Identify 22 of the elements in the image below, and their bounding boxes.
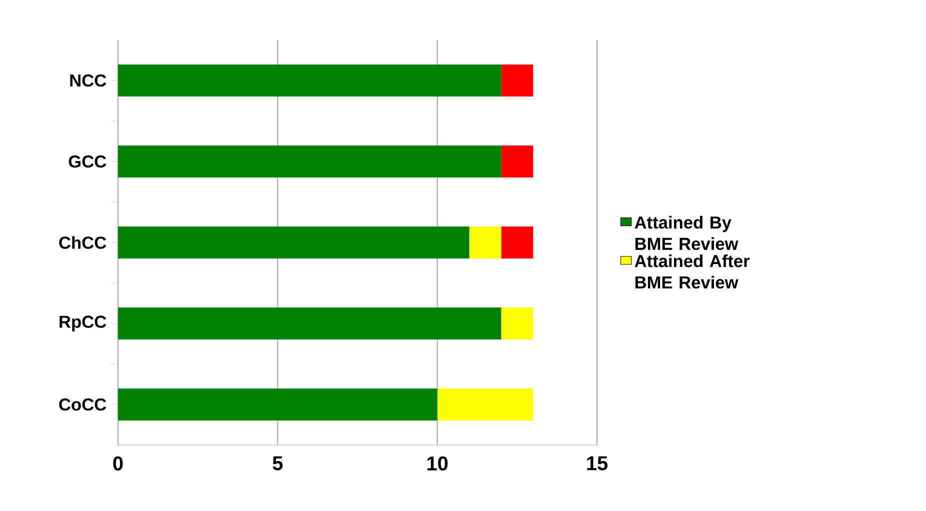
- y-tick-label: ChCC: [59, 236, 106, 249]
- y-tick-label: NCC: [70, 74, 106, 87]
- x-tick-label: 0: [113, 456, 123, 471]
- bar: [437, 388, 534, 420]
- x-tick-label: 5: [272, 456, 283, 470]
- bar: [118, 388, 438, 420]
- bar: [469, 226, 502, 258]
- legend-label: Attained By BME Review: [634, 216, 738, 250]
- bar: [501, 307, 534, 340]
- bar: [118, 146, 502, 178]
- bar: [501, 146, 534, 178]
- legend-label: Attained After BME Review: [634, 254, 750, 289]
- bar: [118, 307, 502, 340]
- bar: [501, 64, 534, 97]
- bar: [118, 64, 502, 97]
- y-tick-label: GCC: [68, 155, 106, 168]
- bar: [501, 226, 534, 258]
- y-tick-label: CoCC: [59, 398, 106, 411]
- bar: [118, 226, 470, 258]
- y-tick-label: RpCC: [60, 316, 106, 332]
- x-tick-label: 10: [427, 456, 448, 471]
- x-tick-label: 15: [587, 456, 608, 470]
